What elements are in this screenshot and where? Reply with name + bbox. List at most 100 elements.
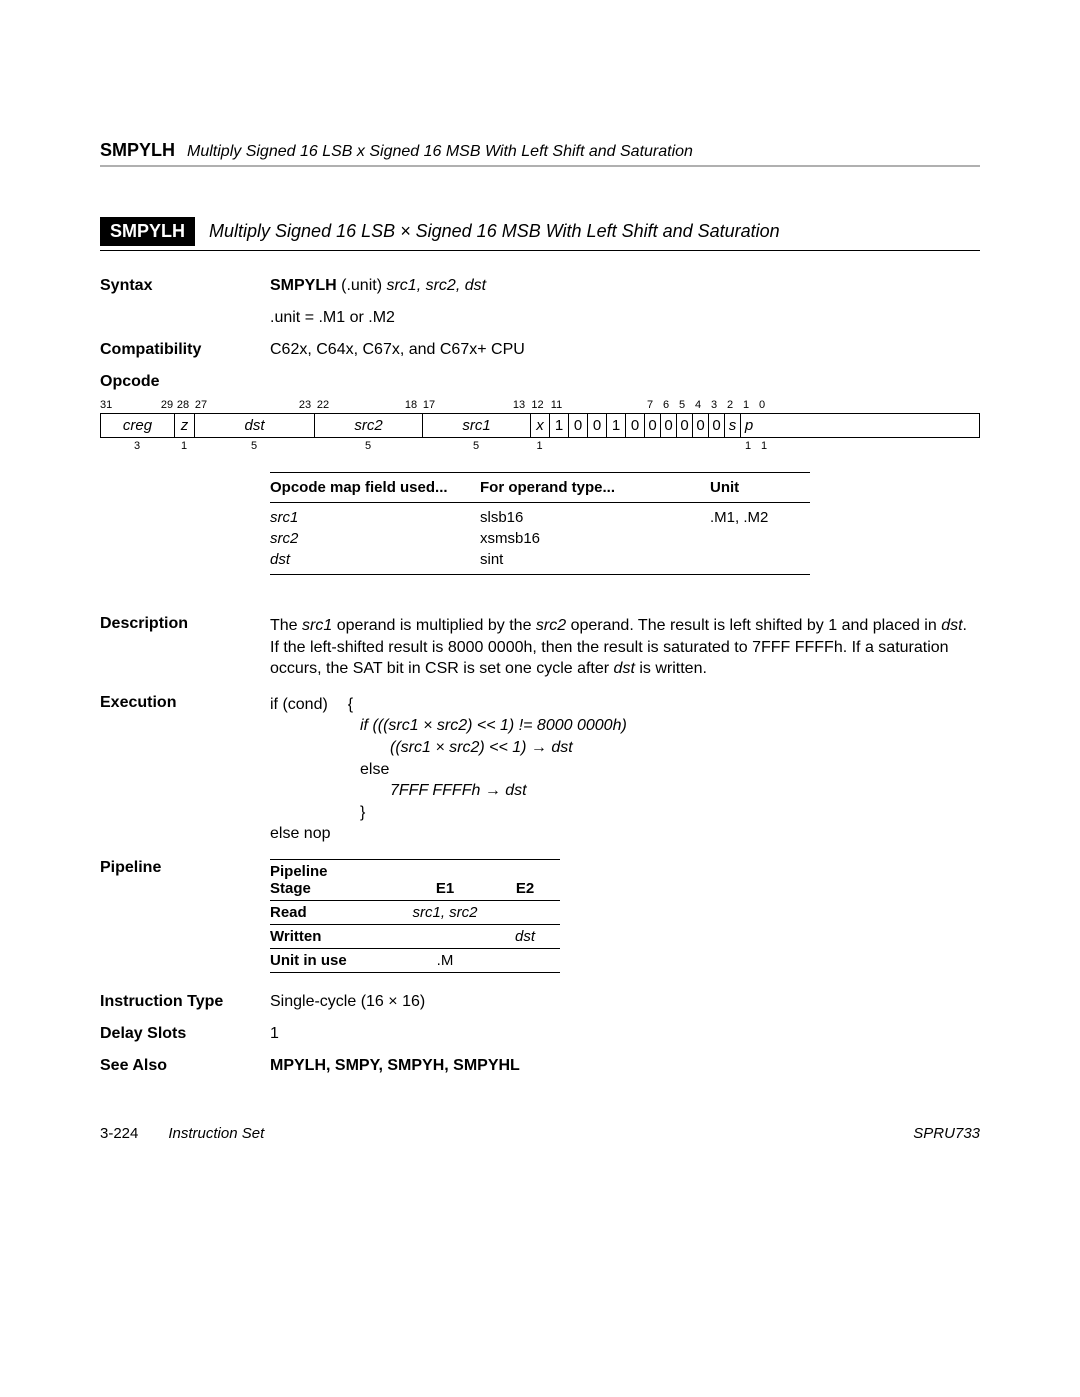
opcode-label-row: Opcode xyxy=(100,373,980,391)
bitpos: 3 xyxy=(706,399,722,411)
opcode-bit: 0 xyxy=(661,414,677,437)
bitpos: 28 xyxy=(174,399,192,411)
desc-fragment: operand. The result is left shifted by 1… xyxy=(566,617,941,634)
footer-page: 3-224 xyxy=(100,1125,138,1142)
compat-label: Compatibility xyxy=(100,341,270,359)
desc-src1: src1 xyxy=(302,617,332,634)
opmap-cell: .M1, .M2 xyxy=(710,509,810,526)
delay-slots-label: Delay Slots xyxy=(100,1025,270,1043)
opmap-h3: Unit xyxy=(710,479,810,496)
pipe-cell: Unit in use xyxy=(270,952,400,969)
pipeline-content: Pipeline Stage E1 E2 Read src1, src2 Wri… xyxy=(270,859,980,973)
exec-line: 7FFF FFFFh → dst xyxy=(390,780,980,802)
opcode-creg: creg xyxy=(101,414,175,437)
exec-line: ((src1 × src2) << 1) → dst xyxy=(390,737,980,759)
opmap-cell: src2 xyxy=(270,530,480,547)
bitwidth: 1 xyxy=(530,440,549,452)
desc-dst2: dst xyxy=(614,660,635,677)
page-header: SMPYLH Multiply Signed 16 LSB x Signed 1… xyxy=(100,140,980,167)
bitpos: 18 xyxy=(402,399,420,411)
bitpos: 0 xyxy=(754,399,770,411)
pipe-h3: E2 xyxy=(490,880,560,897)
bitpos: 4 xyxy=(690,399,706,411)
syntax-content: SMPYLH (.unit) src1, src2, dst .unit = .… xyxy=(270,277,980,327)
bitwidth: 5 xyxy=(422,440,530,452)
opmap-h1: Opcode map field used... xyxy=(270,479,480,496)
pipeline-label: Pipeline xyxy=(100,859,270,877)
syntax-row: Syntax SMPYLH (.unit) src1, src2, dst .u… xyxy=(100,277,980,327)
bitpos: 31 xyxy=(100,399,160,411)
syntax-args: (.unit) xyxy=(337,277,387,294)
opcode-bit: 0 xyxy=(588,414,607,437)
pipe-cell xyxy=(400,928,490,945)
pipe-cell xyxy=(490,904,560,921)
pipe-h1b: Stage xyxy=(270,880,311,897)
pipe-head1: Pipeline Stage xyxy=(270,863,400,897)
bitpos: 22 xyxy=(314,399,332,411)
bitwidth: 1 xyxy=(756,440,772,452)
description-label: Description xyxy=(100,615,270,633)
opcode-p: p xyxy=(741,414,757,437)
bitpos: 17 xyxy=(420,399,438,411)
bitpos: 29 xyxy=(160,399,174,411)
page-footer: 3-224 Instruction Set SPRU733 xyxy=(100,1125,980,1142)
desc-src2: src2 xyxy=(536,617,566,634)
exec-line: { xyxy=(348,696,353,713)
execution-content: if (cond){ if (((src1 × src2) << 1) != 8… xyxy=(270,694,980,845)
bit-numbers: 31 29 28 27 23 22 18 17 13 12 11 7 6 5 4… xyxy=(100,399,980,411)
opcode-bit: 0 xyxy=(645,414,661,437)
compat-row: Compatibility C62x, C64x, C67x, and C67x… xyxy=(100,341,980,359)
bitpos: 27 xyxy=(192,399,210,411)
bit-widths: 3 1 5 5 5 1 1 1 xyxy=(100,440,980,452)
opmap-cell: dst xyxy=(270,551,480,568)
opmap-cell xyxy=(710,530,810,547)
description-row: Description The src1 operand is multipli… xyxy=(100,615,980,680)
syntax-operands: src1, src2, dst xyxy=(386,277,486,294)
opmap-cell: xsmsb16 xyxy=(480,530,710,547)
pipe-h1a: Pipeline xyxy=(270,863,328,880)
pipe-cell: Written xyxy=(270,928,400,945)
opcode-z: z xyxy=(175,414,195,437)
exec-line: else nop xyxy=(270,823,980,845)
bitpos: 11 xyxy=(547,399,566,411)
instr-type-row: Instruction Type Single-cycle (16 × 16) xyxy=(100,993,980,1011)
execution-row: Execution if (cond){ if (((src1 × src2) … xyxy=(100,694,980,845)
opcode-map-table: Opcode map field used... For operand typ… xyxy=(270,472,980,575)
bitpos: 12 xyxy=(528,399,547,411)
title-mnemonic: SMPYLH xyxy=(100,217,195,246)
bitpos: 23 xyxy=(296,399,314,411)
exec-line: else xyxy=(360,759,980,781)
opmap-cell: sint xyxy=(480,551,710,568)
opcode-bit: 0 xyxy=(677,414,693,437)
opcode-bit: 1 xyxy=(550,414,569,437)
syntax-mnem: SMPYLH xyxy=(270,277,337,294)
description-text: The src1 operand is multiplied by the sr… xyxy=(270,615,980,680)
opmap-cell: src1 xyxy=(270,509,480,526)
see-also-value: MPYLH, SMPY, SMPYH, SMPYHL xyxy=(270,1057,980,1075)
opcode-diagram: creg z dst src2 src1 x 1 0 0 1 0 0 0 0 0… xyxy=(100,413,980,438)
instr-type-value: Single-cycle (16 × 16) xyxy=(270,993,980,1011)
opcode-bit: 0 xyxy=(626,414,645,437)
pipeline-row: Pipeline Pipeline Stage E1 E2 Read src1,… xyxy=(100,859,980,973)
opcode-label: Opcode xyxy=(100,373,270,391)
compat-value: C62x, C64x, C67x, and C67x+ CPU xyxy=(270,341,980,359)
bitpos: 2 xyxy=(722,399,738,411)
bitpos: 6 xyxy=(658,399,674,411)
pipe-cell: dst xyxy=(490,928,560,945)
bitwidth: 1 xyxy=(174,440,194,452)
instruction-title-row: SMPYLH Multiply Signed 16 LSB × Signed 1… xyxy=(100,217,980,251)
opcode-dst: dst xyxy=(195,414,315,437)
pipe-h2: E1 xyxy=(400,880,490,897)
footer-section: Instruction Set xyxy=(168,1125,264,1142)
opmap-cell xyxy=(710,551,810,568)
opcode-bit: 0 xyxy=(709,414,725,437)
opcode-bit: 0 xyxy=(569,414,588,437)
exec-line: if (((src1 × src2) << 1) != 8000 0000h) xyxy=(360,715,980,737)
opcode-src2: src2 xyxy=(315,414,423,437)
title-fulltitle: Multiply Signed 16 LSB × Signed 16 MSB W… xyxy=(209,221,780,242)
see-also-row: See Also MPYLH, SMPY, SMPYH, SMPYHL xyxy=(100,1057,980,1075)
bitpos: 1 xyxy=(738,399,754,411)
bitpos: 5 xyxy=(674,399,690,411)
syntax-unit: .unit = .M1 or .M2 xyxy=(270,309,980,327)
opcode-bit: 1 xyxy=(607,414,626,437)
